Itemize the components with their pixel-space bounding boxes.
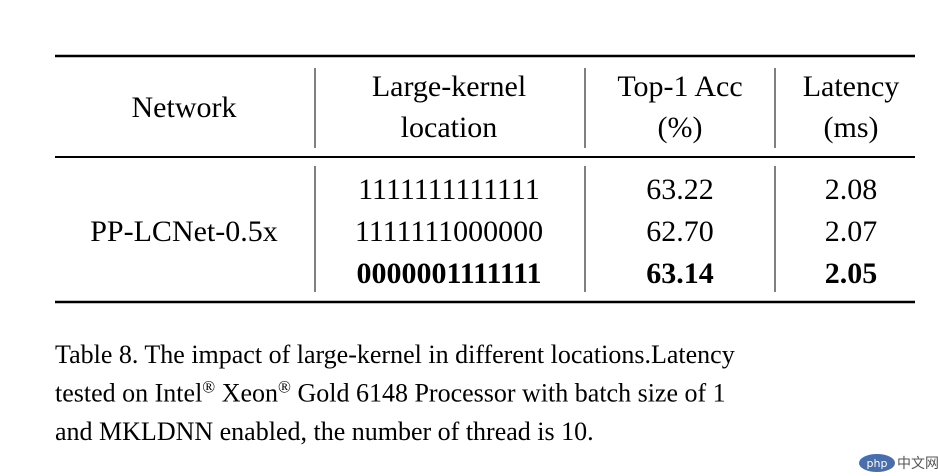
header-cell: Large-kernel xyxy=(372,70,526,103)
caption-line: and MKLDNN enabled, the number of thread… xyxy=(55,417,594,446)
table-cell: 2.05 xyxy=(825,257,878,290)
table-cell: 1111111111111 xyxy=(358,173,540,206)
caption-text: Table 8. The impact of large-kernel in d… xyxy=(55,340,735,369)
table-cell: 62.70 xyxy=(646,215,714,248)
watermark-text: 中文网 xyxy=(897,456,938,472)
network-name: PP-LCNet-0.5x xyxy=(90,215,278,248)
header-cell: (ms) xyxy=(824,111,879,144)
header-cell: Top-1 Acc xyxy=(617,70,742,103)
caption-line: tested on Intel® Xeon® Gold 6148 Process… xyxy=(55,377,726,408)
table-cell: 63.14 xyxy=(646,257,714,290)
header-cell: location xyxy=(401,111,498,144)
watermark-logo-text: php xyxy=(867,457,888,470)
caption-text: and MKLDNN enabled, the number of thread… xyxy=(55,417,594,446)
superscript: ® xyxy=(202,377,215,396)
table-cell: 1111111000000 xyxy=(355,215,543,248)
header-cell: (%) xyxy=(658,111,703,144)
table-cell: 2.08 xyxy=(825,173,878,206)
caption-text: tested on Intel xyxy=(55,379,202,408)
header-cell: Latency xyxy=(803,70,900,103)
watermark-logo xyxy=(859,454,895,472)
table-cell: 63.22 xyxy=(646,173,714,206)
caption-text: Gold 6148 Processor with batch size of 1 xyxy=(291,379,726,408)
header-cell: Network xyxy=(132,91,237,124)
superscript: ® xyxy=(278,377,291,396)
table-cell: 2.07 xyxy=(825,215,878,248)
table-cell: 0000001111111 xyxy=(356,257,541,290)
caption-text: Xeon xyxy=(215,379,278,408)
caption-line: Table 8. The impact of large-kernel in d… xyxy=(55,340,735,369)
